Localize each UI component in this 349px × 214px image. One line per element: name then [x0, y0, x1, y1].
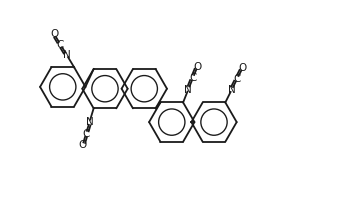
- Text: O: O: [50, 29, 59, 39]
- Text: O: O: [238, 63, 247, 73]
- Text: O: O: [79, 140, 87, 150]
- Text: C: C: [82, 129, 90, 139]
- Text: C: C: [57, 40, 64, 50]
- Text: N: N: [63, 50, 71, 60]
- Text: N: N: [184, 85, 192, 95]
- Text: N: N: [86, 117, 94, 127]
- Text: N: N: [228, 85, 236, 95]
- Text: C: C: [189, 73, 196, 83]
- Text: C: C: [233, 74, 241, 84]
- Text: O: O: [193, 62, 201, 72]
